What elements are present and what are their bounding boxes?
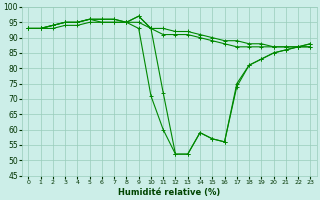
X-axis label: Humidité relative (%): Humidité relative (%)	[118, 188, 220, 197]
